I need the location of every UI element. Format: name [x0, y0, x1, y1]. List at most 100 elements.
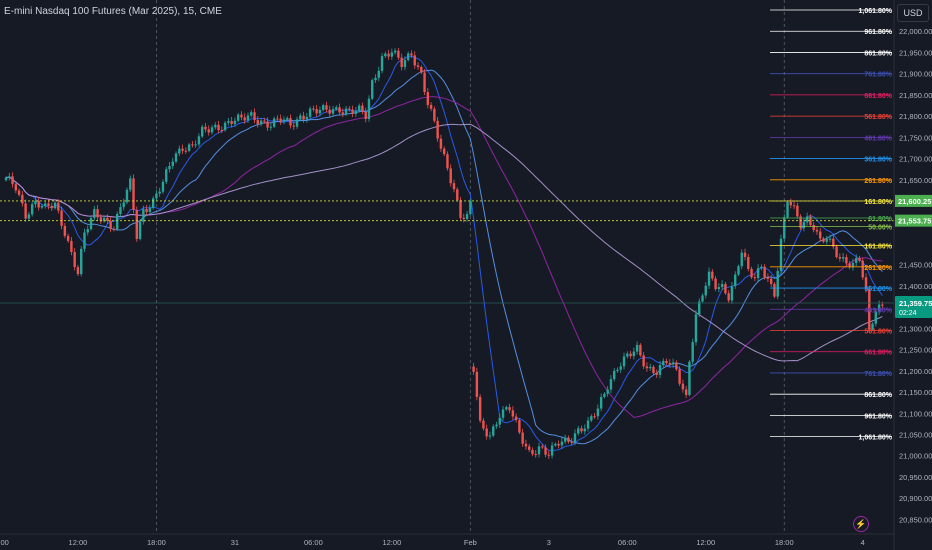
candle-body [783, 217, 786, 239]
candle-body [246, 115, 250, 121]
y-tick-label: 21,700.00 [899, 155, 932, 164]
candle-body [354, 110, 358, 114]
candle-body [341, 112, 345, 114]
candle-body [698, 301, 701, 315]
candle-body [292, 125, 295, 127]
candle-body [138, 221, 142, 239]
candle-body [478, 396, 482, 421]
candle-body [27, 214, 31, 219]
candle-body [537, 446, 541, 455]
candle-body [259, 120, 263, 125]
candle-body [577, 428, 580, 434]
candle-body [668, 363, 672, 365]
upper-fib-level-label: 761.80% [864, 72, 892, 79]
candle-body [701, 295, 704, 302]
candle-body [201, 126, 204, 137]
upper-fib-level-label: 50.00% [868, 224, 893, 231]
candle-body [871, 323, 874, 330]
candle-body [645, 366, 649, 369]
x-tick-label: 06:00 [618, 538, 637, 547]
candle-body [102, 217, 106, 222]
y-tick-label: 21,000.00 [899, 452, 932, 461]
candle-body [423, 72, 426, 93]
candle-body [799, 216, 802, 229]
candle-body [112, 228, 116, 230]
candle-body [253, 112, 256, 121]
upper-fib-level-label: 61.80% [868, 216, 893, 223]
candle-body [240, 114, 243, 118]
candle-body [269, 126, 273, 128]
candle-body [851, 262, 855, 268]
candle-body [11, 176, 14, 185]
candle-body [632, 351, 636, 357]
candle-body [263, 120, 266, 122]
candle-body [80, 248, 83, 275]
upper-fib-level-label: 661.80% [864, 93, 892, 100]
candle-body [400, 57, 403, 68]
candle-body [750, 268, 753, 278]
candle-body [96, 209, 99, 218]
candle-body [727, 293, 730, 301]
candle-body [371, 80, 374, 99]
candle-body [416, 65, 420, 68]
candle-body [662, 360, 665, 366]
candle-body [557, 443, 560, 446]
candle-body [148, 207, 152, 213]
lower-fib-level-label: 561.80% [864, 328, 892, 335]
candle-body [99, 217, 103, 222]
currency-button[interactable]: USD [897, 4, 929, 22]
candle-body [17, 190, 21, 195]
y-tick-label: 21,800.00 [899, 112, 932, 121]
candle-body [321, 105, 325, 110]
candle-body [4, 177, 8, 181]
candle-body [678, 369, 681, 384]
candle-body [609, 379, 613, 390]
candle-body [168, 165, 171, 170]
x-tick-label: 12:00 [696, 538, 715, 547]
candle-body [47, 203, 50, 206]
upper-fib-level-label: 161.80% [864, 199, 892, 206]
candle-body [596, 408, 600, 417]
level-tag [895, 194, 932, 207]
candle-body [302, 115, 305, 120]
candle-body [488, 435, 492, 437]
candle-body [384, 53, 387, 57]
candle-body [426, 92, 430, 105]
candle-body [475, 371, 479, 397]
chart-title: E-mini Nasdaq 100 Futures (Mar 2025), 15… [4, 6, 222, 17]
candle-body [881, 304, 884, 306]
candle-body [756, 268, 760, 279]
upper-fib-level-label: 561.80% [864, 114, 892, 121]
lower-fib-level-label: 261.80% [864, 265, 892, 272]
candle-body [357, 105, 361, 111]
candle-body [295, 119, 299, 127]
candle-body [380, 56, 384, 71]
candle-body [691, 342, 694, 362]
lower-fib-level-label: 1,061.80% [859, 435, 893, 442]
candle-body [753, 277, 757, 279]
last-price-tag [895, 296, 932, 319]
x-tick-label: 18:00 [775, 538, 794, 547]
candle-body [805, 216, 809, 223]
candle-body [436, 120, 439, 139]
candle-body [266, 121, 269, 128]
candle-body [622, 356, 626, 367]
candle-body [413, 55, 416, 66]
candle-body [652, 366, 655, 374]
candle-body [861, 260, 864, 278]
candle-body [802, 222, 806, 229]
candle-body [832, 238, 835, 247]
candle-body [858, 258, 861, 261]
candle-body [171, 161, 174, 166]
candle-body [184, 150, 188, 152]
candle-body [377, 70, 380, 78]
upper-fib-level-label: 1,061.80% [859, 8, 893, 15]
lower-fib-level-label: 761.80% [864, 371, 892, 378]
candle-body [272, 118, 276, 127]
candle-body [243, 117, 246, 121]
lightning-icon[interactable]: ⚡ [853, 516, 869, 532]
candle-body [165, 169, 168, 182]
candle-body [528, 446, 531, 450]
upper-fib-level-label: 861.80% [864, 50, 892, 57]
